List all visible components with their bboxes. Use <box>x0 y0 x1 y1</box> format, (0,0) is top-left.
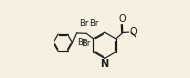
Text: Br: Br <box>77 38 87 47</box>
Text: O: O <box>130 27 138 37</box>
Text: Br: Br <box>89 20 99 28</box>
Text: Br: Br <box>79 19 88 28</box>
Text: N: N <box>101 59 109 69</box>
Text: O: O <box>119 14 126 24</box>
Text: Br: Br <box>81 39 90 48</box>
